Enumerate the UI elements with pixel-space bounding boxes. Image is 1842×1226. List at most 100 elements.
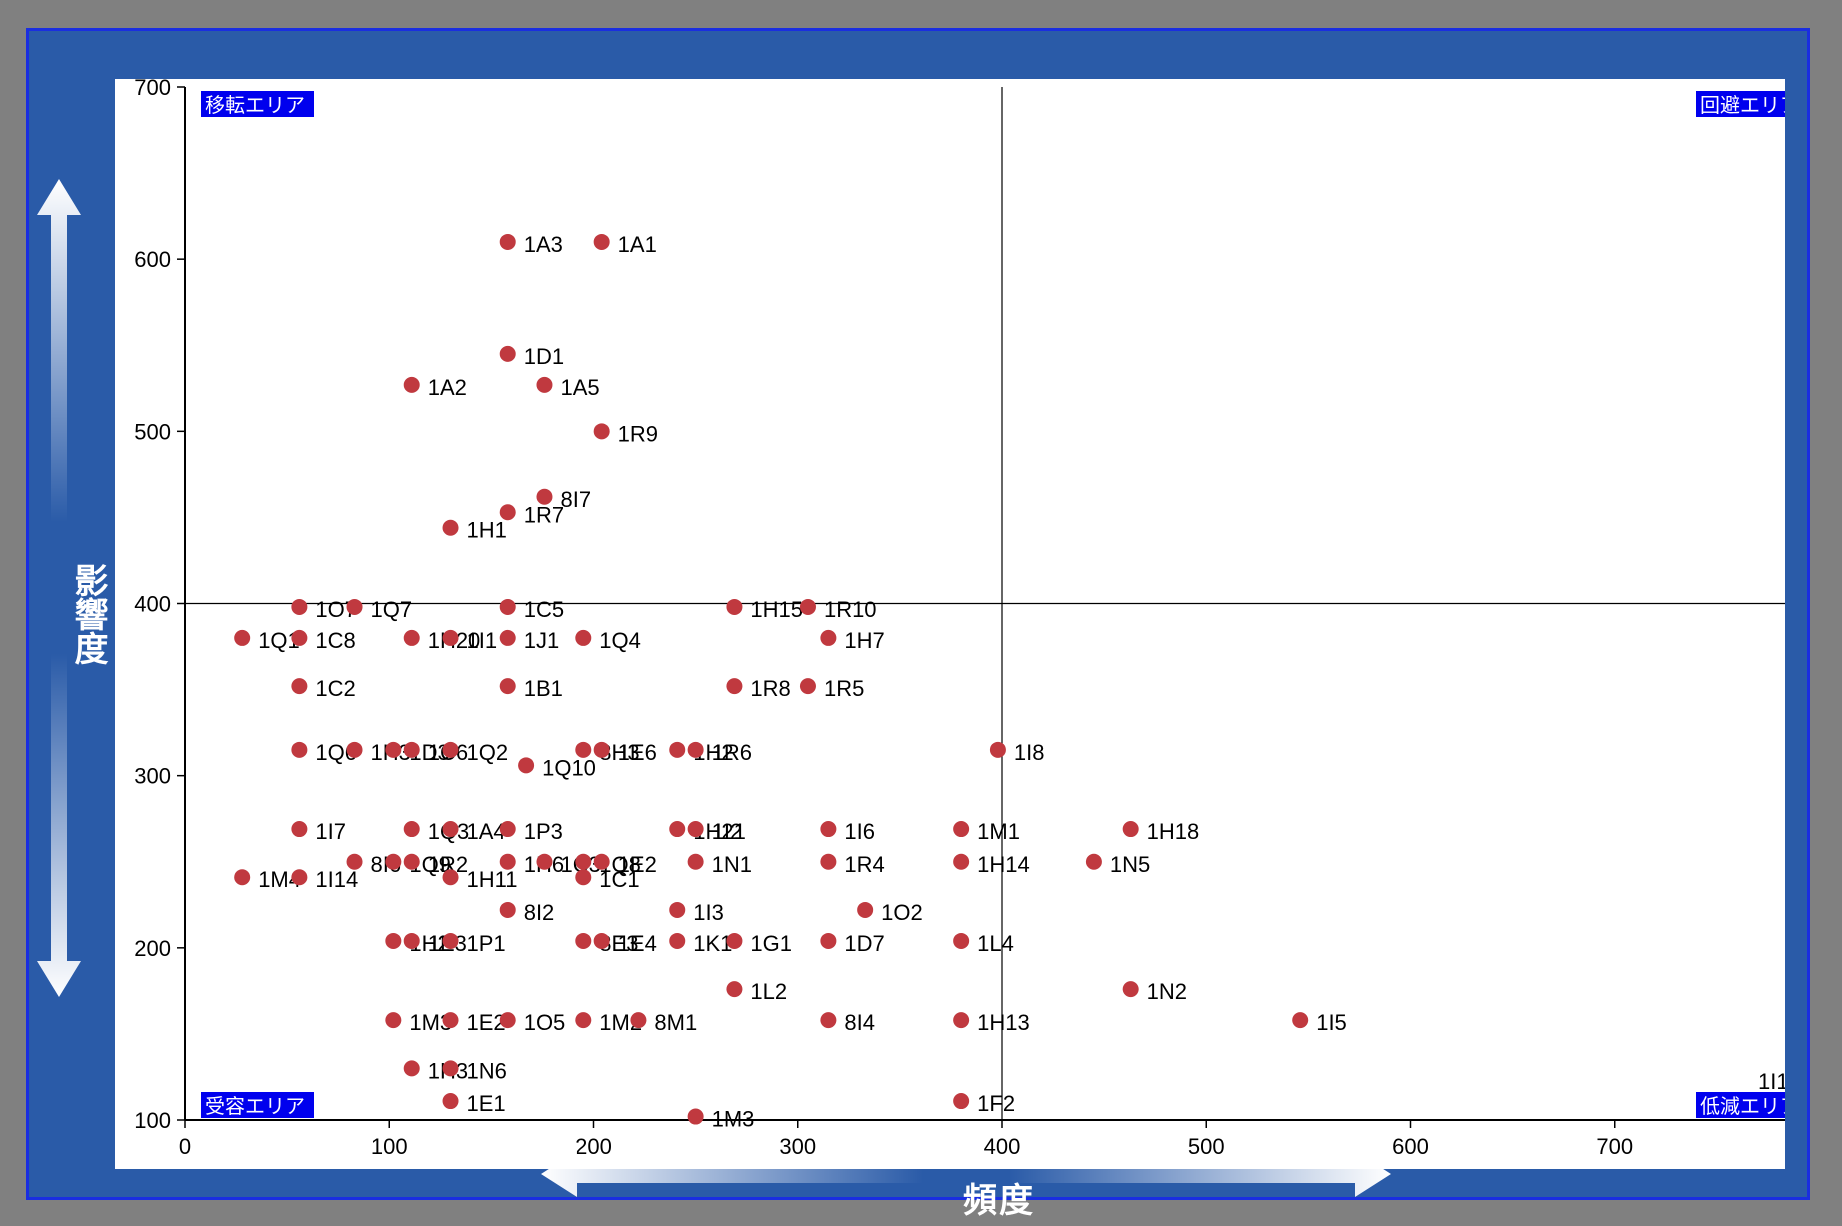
point-label: 1R5	[824, 676, 864, 701]
data-point	[726, 598, 743, 615]
point-label: 1R4	[844, 852, 884, 877]
data-point	[687, 853, 704, 870]
quadrant-label-top-right: 回避エリア	[1700, 93, 1785, 117]
data-point	[442, 1012, 459, 1029]
data-point	[726, 678, 743, 695]
data-point	[346, 598, 363, 615]
data-point	[726, 981, 743, 998]
point-label: 1N1	[712, 852, 752, 877]
point-label: 1K1	[693, 931, 732, 956]
data-point	[518, 757, 535, 774]
data-point	[857, 901, 874, 918]
data-point	[234, 629, 251, 646]
data-point	[442, 519, 459, 536]
data-point	[669, 741, 686, 758]
point-label: 1D7	[844, 931, 884, 956]
data-point	[953, 932, 970, 949]
data-point	[953, 853, 970, 870]
point-label: 1C8	[315, 628, 355, 653]
x-tick-label: 500	[1188, 1134, 1225, 1159]
data-point	[499, 345, 516, 362]
point-label: 1E4	[618, 931, 657, 956]
data-point	[346, 853, 363, 870]
quadrant-label-top-right-bg	[1696, 91, 1785, 117]
point-label: 1B1	[524, 676, 563, 701]
quadrant-labels: 移転エリア 回避エリア受容エリア 低減エリア	[201, 91, 1785, 1118]
chart-frame: 0100200300400500600700800100200300400500…	[26, 28, 1810, 1221]
data-point	[499, 678, 516, 695]
point-label: 1M1	[977, 819, 1020, 844]
point-label: 1I12	[1758, 1069, 1785, 1094]
data-point	[442, 629, 459, 646]
data-point	[687, 741, 704, 758]
data-point	[953, 821, 970, 838]
data-point	[593, 932, 610, 949]
point-label: 1H11	[467, 867, 518, 892]
data-point	[536, 853, 553, 870]
data-point	[575, 932, 592, 949]
quadrant-label-top-left: 移転エリア	[205, 93, 305, 117]
point-label: 1N6	[467, 1058, 507, 1083]
point-label: 1A5	[560, 375, 599, 400]
data-point	[953, 1012, 970, 1029]
point-label: 1Q10	[542, 755, 596, 780]
point-label: 1C1	[599, 867, 639, 892]
data-point	[499, 901, 516, 918]
point-label: 1H18	[1147, 819, 1200, 844]
y-tick-label: 300	[134, 764, 171, 789]
point-label: 1I6	[844, 819, 875, 844]
x-tick-label: 400	[984, 1134, 1021, 1159]
data-point	[499, 233, 516, 250]
data-point	[687, 1108, 704, 1125]
data-point	[442, 1093, 459, 1110]
plot-background	[115, 79, 1785, 1169]
data-point	[403, 853, 420, 870]
x-tick-label: 300	[779, 1134, 816, 1159]
data-point	[536, 376, 553, 393]
y-axis-arrow	[37, 179, 81, 997]
data-point	[820, 932, 837, 949]
point-label: 1R9	[618, 421, 658, 446]
point-label: 1I7	[315, 819, 346, 844]
point-label: 1Q4	[599, 628, 641, 653]
point-label: 1H7	[844, 628, 884, 653]
point-label: 1O2	[881, 900, 923, 925]
x-tick-label: 100	[371, 1134, 408, 1159]
point-label: 1R7	[524, 502, 564, 527]
data-point	[799, 678, 816, 695]
x-tick-label: 700	[1596, 1134, 1633, 1159]
point-label: 1I14	[315, 867, 358, 892]
y-tick-label: 200	[134, 936, 171, 961]
point-label: 1A3	[524, 232, 563, 257]
point-label: 1E2	[467, 1010, 506, 1035]
y-tick-label: 600	[134, 247, 171, 272]
data-point	[820, 629, 837, 646]
data-point	[385, 741, 402, 758]
data-point	[1122, 981, 1139, 998]
y-axis-title: 影響度	[68, 563, 108, 665]
point-label: 1I5	[1316, 1010, 1347, 1035]
data-point	[291, 741, 308, 758]
point-label: 1G1	[750, 931, 792, 956]
data-point	[593, 741, 610, 758]
data-point	[291, 821, 308, 838]
point-label: 1E6	[618, 740, 657, 765]
data-point	[575, 853, 592, 870]
data-point	[575, 741, 592, 758]
point-label: 1I3	[693, 900, 724, 925]
quadrant-dividers	[185, 87, 1785, 1120]
point-label: 1A4	[467, 819, 506, 844]
data-point	[575, 869, 592, 886]
quadrant-label-bottom-right-bg	[1696, 1092, 1785, 1118]
quadrant-label-bottom-right: 低減エリア	[1700, 1094, 1785, 1118]
point-label: 1I8	[1014, 740, 1045, 765]
data-point	[403, 376, 420, 393]
point-label: 1I1	[467, 628, 498, 653]
y-tick-label: 500	[134, 419, 171, 444]
data-point	[442, 932, 459, 949]
data-point	[953, 1093, 970, 1110]
data-point	[403, 629, 420, 646]
y-tick-label: 700	[134, 79, 171, 100]
data-point	[403, 821, 420, 838]
point-label: 1N2	[1147, 979, 1187, 1004]
